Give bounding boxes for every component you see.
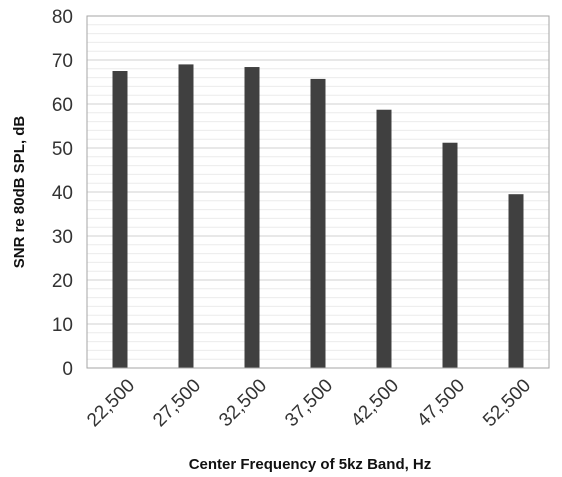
y-tick-label: 30	[52, 227, 73, 248]
bar-27500	[178, 64, 194, 369]
y-tick-label: 70	[52, 51, 73, 72]
bars	[112, 64, 524, 369]
y-tick-label: 60	[52, 95, 73, 116]
bar-47500	[442, 142, 458, 368]
plot-frame	[86, 15, 550, 369]
y-tick-label: 80	[52, 7, 73, 28]
y-axis-tick-labels: 0 10 20 30 40 50 60 70 80	[52, 7, 73, 380]
y-tick-label: 40	[52, 183, 73, 204]
plot-border	[86, 15, 550, 369]
x-axis-title: Center Frequency of 5kz Band, Hz	[189, 456, 432, 473]
x-tick-label: 47,500	[413, 375, 469, 431]
bar-37500	[310, 78, 326, 369]
bar-22500	[112, 71, 128, 368]
y-tick-label: 20	[52, 271, 73, 292]
bar-52500	[508, 194, 524, 368]
x-tick-label: 52,500	[479, 375, 535, 431]
bar-42500	[376, 109, 392, 368]
x-tick-label: 42,500	[347, 375, 403, 431]
y-axis-title: SNR re 80dB SPL, dB	[11, 116, 28, 269]
x-tick-label: 32,500	[215, 375, 271, 431]
x-tick-label: 27,500	[149, 375, 205, 431]
x-tick-label: 22,500	[83, 375, 139, 431]
x-axis-tick-labels: 22,500 27,500 32,500 37,500 42,500 47,500 52,5…	[83, 375, 535, 431]
bar-32500	[244, 67, 260, 368]
x-tick-label: 37,500	[281, 375, 337, 431]
y-tick-label: 0	[62, 359, 73, 380]
y-tick-label: 50	[52, 139, 73, 160]
y-tick-label: 10	[52, 315, 73, 336]
